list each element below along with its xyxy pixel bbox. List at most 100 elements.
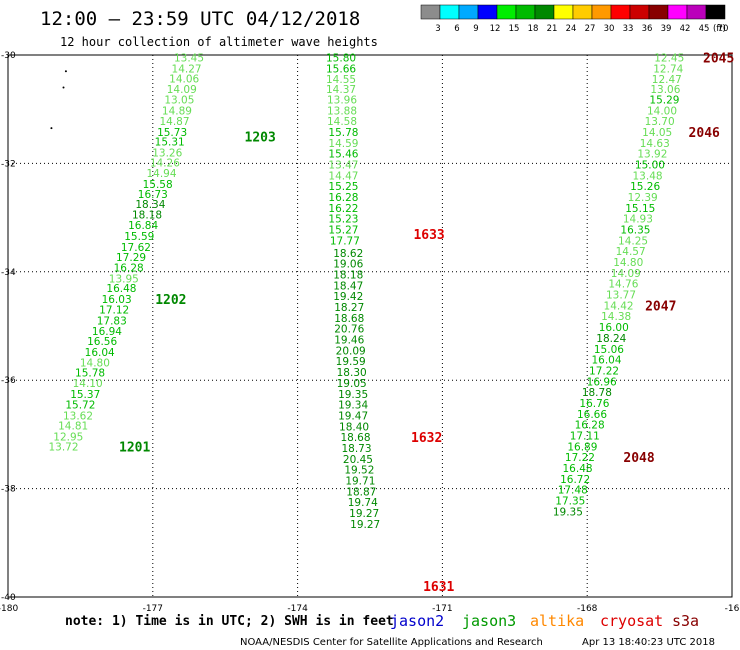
swh-value-label: 14.47 bbox=[328, 170, 358, 182]
swh-value-label: 15.15 bbox=[625, 203, 655, 215]
swh-value-label: 13.88 bbox=[327, 105, 357, 117]
swh-value-label: 13.48 bbox=[633, 170, 663, 182]
colorbar-tick-label: 45 bbox=[699, 24, 710, 34]
colorbar-swatch bbox=[591, 4, 612, 20]
swh-value-label: 14.10 bbox=[73, 378, 103, 390]
swh-value-label: 19.27 bbox=[350, 519, 380, 531]
swh-value-label: 15.72 bbox=[65, 400, 95, 412]
swh-value-label: 20.76 bbox=[334, 324, 364, 336]
swh-value-label: 15.26 bbox=[630, 181, 660, 193]
swh-value-label: 14.94 bbox=[146, 168, 176, 180]
swh-value-label: 19.47 bbox=[338, 410, 368, 422]
colorbar-tick-label: 33 bbox=[623, 24, 634, 34]
x-tick-label: -16 bbox=[725, 604, 740, 614]
satellite-legend-jason2: jason2 bbox=[390, 612, 444, 630]
colorbar-swatch bbox=[667, 4, 688, 20]
stray-dot bbox=[62, 86, 65, 89]
swh-value-label: 15.23 bbox=[328, 214, 358, 226]
swh-value-label: 14.57 bbox=[616, 246, 646, 258]
colorbar-swatch bbox=[515, 4, 536, 20]
swh-value-label: 14.06 bbox=[169, 73, 199, 85]
pass-number-label: 2046 bbox=[689, 126, 720, 141]
colorbar-swatch bbox=[439, 4, 460, 20]
swh-value-label: 16.94 bbox=[92, 326, 122, 338]
swh-value-label: 16.22 bbox=[328, 203, 358, 215]
satellite-legend-altika: altika bbox=[530, 612, 584, 630]
swh-value-label: 18.34 bbox=[135, 199, 165, 211]
swh-value-label: 18.47 bbox=[333, 280, 363, 292]
swh-value-label: 19.74 bbox=[348, 497, 378, 509]
colorbar-tick-label: 70 bbox=[718, 24, 729, 34]
swh-value-label: 16.28 bbox=[575, 420, 605, 432]
swh-value-label: 14.55 bbox=[326, 74, 356, 86]
swh-value-label: 13.70 bbox=[645, 116, 675, 128]
colorbar-tick-label: 36 bbox=[642, 24, 653, 34]
swh-value-label: 15.78 bbox=[75, 368, 105, 380]
swh-value-label: 15.00 bbox=[635, 159, 665, 171]
pass-number-label: 1203 bbox=[245, 130, 276, 145]
swh-value-label: 14.87 bbox=[159, 116, 189, 128]
swh-value-label: 19.46 bbox=[334, 335, 364, 347]
swh-value-label: 18.24 bbox=[596, 333, 626, 345]
swh-value-label: 16.28 bbox=[328, 192, 358, 204]
colorbar-tick-label: 24 bbox=[566, 24, 577, 34]
swh-value-label: 15.66 bbox=[326, 64, 356, 76]
swh-value-label: 17.11 bbox=[570, 430, 600, 442]
swh-value-label: 14.38 bbox=[601, 311, 631, 323]
swh-value-label: 14.93 bbox=[623, 214, 653, 226]
swh-value-label: 18.78 bbox=[582, 387, 612, 399]
pass-number-label: 2048 bbox=[623, 451, 654, 466]
grid-lines bbox=[8, 55, 732, 597]
y-tick-label: -38 bbox=[1, 485, 16, 495]
colorbar-tick-label: 12 bbox=[490, 24, 501, 34]
y-tick-label: -30 bbox=[1, 51, 16, 61]
swh-value-label: 16.00 bbox=[599, 322, 629, 334]
colorbar-unit: (ft) bbox=[713, 24, 726, 34]
swh-value-label: 16.04 bbox=[591, 355, 621, 367]
swh-value-label: 14.80 bbox=[80, 357, 110, 369]
swh-value-label: 12.39 bbox=[628, 192, 658, 204]
colorbar-tick-label: 21 bbox=[547, 24, 558, 34]
swh-value-label: 14.09 bbox=[167, 84, 197, 96]
swh-value-label: 15.25 bbox=[328, 181, 358, 193]
footer-note: note: 1) Time is in UTC; 2) SWH is in fe… bbox=[65, 614, 394, 629]
y-tick-label: -40 bbox=[1, 593, 16, 603]
swh-value-label: 17.22 bbox=[565, 452, 595, 464]
color-scale-legend: 3 6 9 12 15 18 21 24 27 30 33 36 39 42 45 70 bbox=[420, 4, 729, 34]
swh-value-label: 13.26 bbox=[152, 148, 182, 160]
swh-value-label: 14.00 bbox=[647, 105, 677, 117]
x-tick-label: -174 bbox=[287, 604, 308, 614]
y-tick-label: -32 bbox=[1, 159, 16, 169]
swh-value-label: 14.26 bbox=[150, 157, 180, 169]
colorbar-tick-label: 6 bbox=[454, 24, 459, 34]
satellite-legend: jason2 jason3 altika cryosat s3a bbox=[390, 612, 699, 630]
swh-value-label: 14.89 bbox=[162, 105, 192, 117]
y-tick-label: -34 bbox=[1, 268, 16, 278]
swh-value-label: 16.03 bbox=[102, 294, 132, 306]
swh-value-label: 12.74 bbox=[653, 64, 683, 76]
colorbar-swatch bbox=[420, 4, 441, 20]
swh-value-label: 16.28 bbox=[114, 262, 144, 274]
colorbar-tick-label: 27 bbox=[585, 24, 596, 34]
colorbar-tick-label: 30 bbox=[604, 24, 615, 34]
swh-value-label: 14.05 bbox=[642, 127, 672, 139]
swh-value-label: 12.45 bbox=[654, 53, 684, 65]
swh-value-label: 19.35 bbox=[338, 389, 368, 401]
satellite-legend-jason3: jason3 bbox=[462, 612, 516, 630]
colorbar-swatch bbox=[572, 4, 593, 20]
swh-value-label: 13.95 bbox=[109, 273, 139, 285]
swh-value-label: 14.09 bbox=[611, 268, 641, 280]
colorbar-tick-label: 15 bbox=[509, 24, 520, 34]
swh-value-label: 17.35 bbox=[555, 496, 585, 508]
axis-ticks: -180 -177 -174 -171 -168 -16 -30 -32 -34 -36 -38 -4… bbox=[0, 51, 740, 614]
swh-value-label: 13.06 bbox=[650, 84, 680, 96]
swh-value-label: 18.27 bbox=[334, 302, 364, 314]
swh-value-label: 15.80 bbox=[326, 53, 356, 65]
swh-value-label: 16.48 bbox=[106, 283, 136, 295]
swh-value-label: 16.96 bbox=[587, 376, 617, 388]
pass-number-label: 1631 bbox=[423, 580, 454, 595]
swh-value-label: 15.27 bbox=[328, 225, 358, 237]
swh-value-label: 18.30 bbox=[337, 367, 367, 379]
swh-value-label: 16.56 bbox=[87, 336, 117, 348]
pass-number-label: 2047 bbox=[645, 299, 676, 314]
